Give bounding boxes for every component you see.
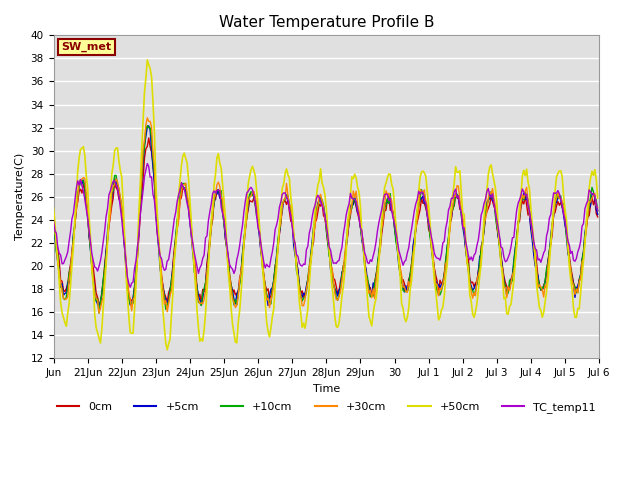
X-axis label: Time: Time xyxy=(313,384,340,394)
Y-axis label: Temperature(C): Temperature(C) xyxy=(15,153,25,240)
Text: SW_met: SW_met xyxy=(61,42,112,52)
Title: Water Temperature Profile B: Water Temperature Profile B xyxy=(219,15,434,30)
Legend: 0cm, +5cm, +10cm, +30cm, +50cm, TC_temp11: 0cm, +5cm, +10cm, +30cm, +50cm, TC_temp1… xyxy=(52,397,600,417)
